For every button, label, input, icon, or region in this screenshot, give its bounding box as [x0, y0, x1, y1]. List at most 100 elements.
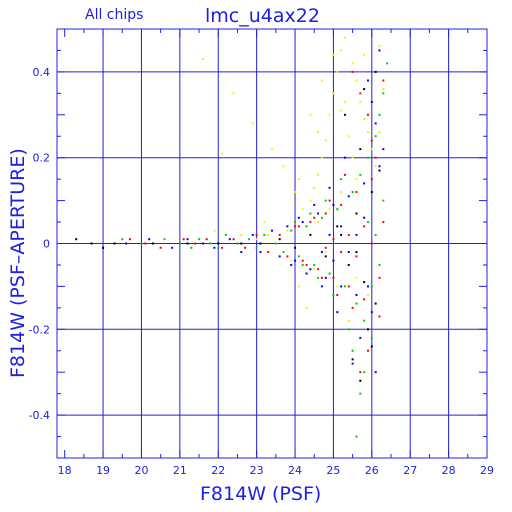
data-point: [366, 293, 369, 296]
data-point: [263, 233, 266, 236]
data-point: [374, 135, 377, 138]
grid-lines: [57, 29, 487, 458]
data-point: [370, 139, 373, 142]
data-point: [282, 165, 285, 168]
chart-subtitle: All chips: [85, 7, 143, 23]
data-point: [343, 156, 346, 159]
data-point: [198, 238, 201, 241]
data-point: [194, 242, 197, 245]
data-point: [378, 169, 381, 172]
data-point: [102, 246, 105, 249]
data-point: [305, 225, 308, 228]
data-point: [309, 233, 312, 236]
x-tick-label: 27: [403, 464, 417, 477]
data-point: [374, 371, 377, 374]
y-tick-label: -0.4: [29, 409, 50, 422]
data-point: [347, 319, 350, 322]
data-point: [332, 259, 335, 262]
data-point: [305, 263, 308, 266]
data-point: [324, 276, 327, 279]
data-point: [340, 233, 343, 236]
data-point: [351, 156, 354, 159]
data-point: [278, 255, 281, 258]
axis-ticks: [57, 28, 488, 459]
data-point: [267, 233, 270, 236]
data-point: [343, 100, 346, 103]
data-point: [320, 216, 323, 219]
y-tick-label: 0.2: [33, 152, 51, 165]
data-point: [355, 191, 358, 194]
data-point: [351, 306, 354, 309]
data-point: [336, 225, 339, 228]
x-tick-label: 28: [442, 464, 456, 477]
data-point: [271, 229, 273, 232]
x-tick-label: 22: [211, 464, 225, 477]
data-point: [75, 238, 78, 241]
data-point: [278, 233, 281, 236]
data-point: [343, 113, 346, 116]
data-point: [359, 148, 362, 151]
data-point: [336, 293, 339, 296]
x-tick-label: 24: [288, 464, 302, 477]
data-point: [190, 246, 193, 249]
data-point: [351, 362, 354, 365]
data-point: [382, 221, 385, 224]
data-point: [140, 242, 143, 245]
data-point: [247, 238, 250, 241]
data-point: [378, 130, 381, 133]
data-point: [347, 285, 350, 288]
data-point: [378, 263, 381, 266]
data-point: [366, 285, 369, 288]
data-point: [320, 156, 323, 159]
data-point: [209, 242, 212, 245]
data-point: [267, 251, 270, 254]
data-point: [340, 109, 343, 112]
data-point: [363, 225, 366, 228]
data-point: [290, 259, 293, 262]
data-point: [213, 229, 216, 232]
data-point: [382, 79, 385, 82]
data-point: [382, 148, 385, 151]
data-point: [217, 246, 220, 249]
data-point: [320, 276, 323, 279]
data-point: [317, 268, 320, 271]
data-point: [301, 208, 304, 211]
data-point: [201, 242, 204, 245]
data-point: [366, 156, 369, 159]
data-point: [363, 216, 366, 219]
data-point: [121, 238, 124, 241]
data-point: [366, 79, 369, 82]
data-point: [351, 70, 354, 73]
data-point: [201, 58, 204, 61]
data-point: [382, 88, 385, 91]
data-point: [355, 212, 358, 215]
data-point: [370, 311, 373, 314]
data-point: [213, 246, 216, 249]
data-point: [163, 238, 166, 241]
data-point: [309, 268, 312, 271]
data-point: [370, 100, 373, 103]
data-point: [294, 246, 297, 249]
data-point: [351, 358, 354, 361]
data-point: [274, 242, 277, 245]
data-point: [378, 315, 381, 318]
data-point: [382, 199, 385, 202]
data-point: [363, 88, 366, 91]
data-point: [336, 208, 339, 211]
y-tick-label: 0.4: [33, 66, 51, 79]
data-point: [113, 242, 116, 245]
data-point: [224, 233, 227, 236]
data-point: [286, 229, 289, 232]
data-point: [294, 225, 297, 228]
data-point: [370, 285, 373, 288]
data-point: [305, 272, 308, 275]
data-point: [340, 203, 343, 206]
data-point: [359, 392, 362, 395]
data-point: [148, 238, 151, 241]
data-point: [244, 246, 247, 249]
data-point: [355, 293, 358, 296]
data-point: [366, 113, 369, 116]
x-tick-label: 21: [173, 464, 187, 477]
data-point: [297, 285, 300, 288]
data-point: [343, 285, 346, 288]
